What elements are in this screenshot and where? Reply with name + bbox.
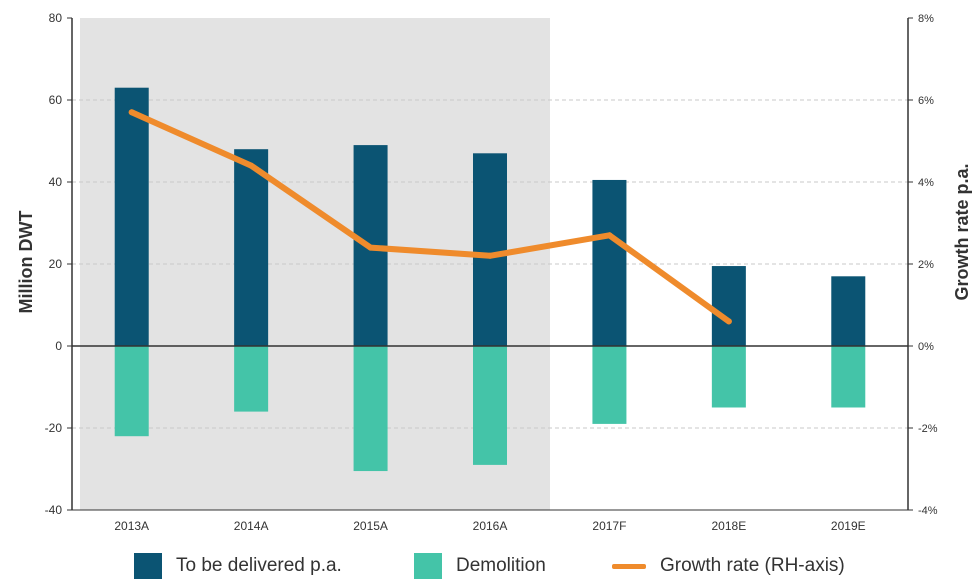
growth-point-2013A: [128, 109, 135, 116]
y-tick-label: -40: [45, 503, 63, 517]
growth-point-2018E: [725, 318, 732, 325]
x-tick-label: 2018E: [712, 519, 747, 533]
x-tick-label: 2014A: [234, 519, 269, 533]
bar-delivered-2013A: [114, 87, 149, 346]
bar-layer: [114, 87, 866, 472]
bar-delivered-2014A: [234, 149, 269, 346]
legend-swatch-delivered: [134, 553, 162, 579]
x-tick-label: 2013A: [114, 519, 149, 533]
legend-swatch-growth: [612, 563, 646, 569]
legend: To be delivered p.a. Demolition Growth r…: [0, 553, 974, 579]
y2-tick-label: 4%: [918, 177, 934, 189]
legend-swatch-demolition: [414, 553, 442, 579]
y2-tick-label: -4%: [918, 505, 938, 517]
y2-axis-title: Growth rate p.a.: [952, 163, 972, 300]
bar-demolition-2015A: [353, 346, 388, 472]
y-tick-label: -20: [45, 421, 63, 435]
y-axis-title: Million DWT: [16, 211, 36, 314]
y-tick-label: 0: [55, 339, 62, 353]
bar-delivered-2019E: [831, 276, 866, 346]
legend-label-growth: Growth rate (RH-axis): [660, 555, 845, 576]
legend-item-demolition: Demolition: [414, 553, 546, 579]
y2-tick-label: 2%: [918, 259, 934, 271]
growth-point-2017F: [606, 232, 613, 239]
bar-demolition-2017F: [592, 346, 627, 424]
bar-delivered-2016A: [473, 153, 507, 346]
bar-delivered-2017F: [592, 179, 627, 346]
x-tick-label: 2016A: [473, 519, 508, 533]
growth-point-2016A: [487, 252, 493, 259]
legend-item-delivered: To be delivered p.a.: [134, 553, 342, 579]
label-layer: 80 60 40 20 0 -20 -40 8% 6% 4% 2% 0% -2% -4% 2013A 2014…: [45, 11, 938, 533]
y-tick-label: 80: [49, 11, 63, 25]
legend-label-delivered: To be delivered p.a.: [176, 555, 342, 576]
y2-tick-label: -2%: [918, 423, 938, 435]
growth-point-2014A: [248, 162, 255, 169]
bar-demolition-2013A: [114, 346, 149, 437]
bar-delivered-2018E: [711, 266, 746, 346]
x-tick-label: 2015A: [353, 519, 388, 533]
growth-rate-line: [128, 109, 732, 325]
y-tick-label: 20: [49, 257, 63, 271]
legend-label-demolition: Demolition: [456, 555, 546, 576]
y-tick-label: 40: [49, 175, 63, 189]
bar-demolition-2016A: [473, 346, 507, 465]
bar-demolition-2018E: [711, 346, 746, 408]
y2-tick-label: 8%: [918, 13, 934, 25]
x-tick-label: 2017F: [592, 519, 626, 533]
bar-demolition-2019E: [831, 346, 866, 408]
line-layer: [128, 109, 732, 325]
y-tick-label: 60: [49, 93, 63, 107]
y2-tick-label: 0%: [918, 341, 934, 353]
legend-item-growth: Growth rate (RH-axis): [612, 553, 845, 579]
growth-point-2015A: [367, 244, 374, 251]
bar-demolition-2014A: [234, 346, 269, 412]
grid-layer: [72, 99, 908, 429]
x-tick-label: 2019E: [831, 519, 866, 533]
axis-layer: [67, 17, 913, 511]
y2-tick-label: 6%: [918, 95, 934, 107]
